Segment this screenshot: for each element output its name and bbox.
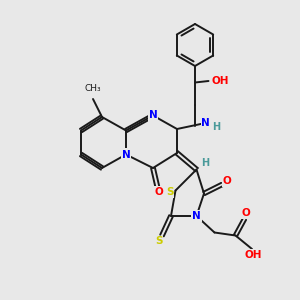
Text: N: N	[192, 211, 201, 221]
Text: N: N	[122, 149, 130, 160]
Text: O: O	[154, 187, 164, 197]
Text: S: S	[155, 236, 163, 247]
Text: N: N	[201, 118, 210, 128]
Text: H: H	[212, 122, 220, 133]
Text: S: S	[166, 187, 174, 197]
Text: N: N	[148, 110, 158, 121]
Text: CH₃: CH₃	[85, 84, 101, 93]
Text: OH: OH	[245, 250, 262, 260]
Text: H: H	[201, 158, 210, 169]
Text: OH: OH	[212, 76, 229, 86]
Text: O: O	[242, 208, 250, 218]
Text: O: O	[222, 176, 231, 187]
